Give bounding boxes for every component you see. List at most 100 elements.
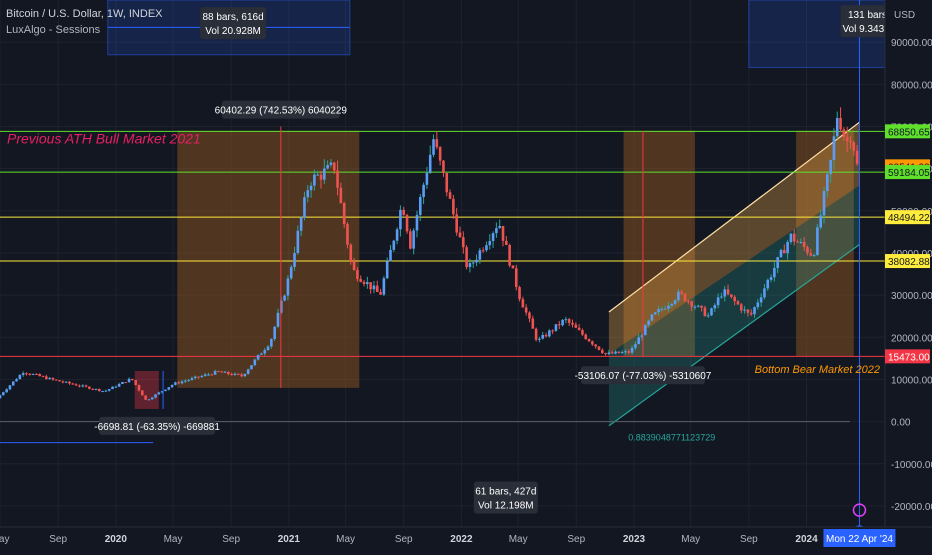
candle-body — [415, 214, 419, 231]
candle-body — [505, 240, 508, 245]
candle-body — [783, 249, 786, 254]
candle-body — [832, 136, 836, 161]
candle-body — [442, 160, 445, 173]
candle-body — [54, 379, 58, 381]
candle-body — [687, 300, 690, 302]
x-tick-label: Sep — [222, 534, 240, 545]
x-tick-label: May — [0, 534, 9, 545]
candle-body — [150, 397, 154, 400]
indicator-label[interactable]: LuxAlgo - Sessions — [6, 24, 101, 36]
candle-body — [667, 305, 670, 309]
candle-body — [306, 190, 310, 198]
y-tick-label: 80000.00 — [891, 80, 932, 91]
candle-body — [514, 268, 518, 288]
candle-body — [743, 309, 746, 311]
candle-body — [97, 388, 101, 392]
candle-body — [220, 371, 224, 373]
candle-body — [462, 237, 465, 248]
candle-body — [45, 376, 48, 380]
candle-body — [101, 390, 104, 392]
candle-body — [84, 385, 88, 387]
candle-body — [716, 297, 720, 306]
candle-body — [395, 229, 399, 241]
symbol-title[interactable]: Bitcoin / U.S. Dollar, 1W, INDEX — [6, 8, 163, 20]
level-tag-bg-3 — [885, 210, 930, 225]
candle-body — [184, 380, 187, 382]
candle-body — [495, 228, 498, 234]
candle-body — [111, 386, 114, 390]
candle-body — [607, 352, 611, 355]
candle-body — [412, 230, 415, 249]
x-tick-label: Sep — [395, 534, 413, 545]
x-tick-label: Sep — [740, 534, 758, 545]
candle-body — [792, 233, 796, 242]
candle-body — [448, 192, 452, 199]
candle-body — [435, 139, 439, 148]
range-top-label-line-0: 88 bars, 616d — [202, 12, 263, 23]
candle-body — [799, 241, 803, 243]
candle-body — [806, 247, 809, 254]
candle-body — [64, 381, 68, 383]
candle-body — [534, 328, 538, 340]
candle-body — [597, 346, 601, 350]
candle-body — [217, 371, 220, 373]
y-tick-label: 10000.00 — [891, 375, 932, 386]
candle-body — [670, 303, 674, 306]
level-tag-5: 15473.00 — [888, 352, 930, 363]
session-box-2 — [796, 130, 854, 357]
candle-body — [177, 382, 181, 384]
candle-body — [518, 287, 521, 300]
candle-body — [140, 390, 144, 396]
y-tick-label: 30000.00 — [891, 291, 932, 302]
candle-body — [544, 334, 548, 337]
currency-label[interactable]: USD — [894, 10, 915, 21]
measure-small-label-bg — [99, 416, 216, 435]
candle-body — [230, 374, 233, 376]
x-tick-label: May — [164, 534, 183, 545]
candle-body — [465, 247, 468, 268]
candle-body — [634, 344, 637, 348]
measure-down-label-bg — [580, 366, 705, 385]
range-top-label-bg — [200, 7, 267, 40]
candle-body — [610, 352, 614, 354]
level-tag-4: 38082.88 — [888, 257, 930, 268]
candle-body — [471, 262, 475, 264]
candle-body — [326, 164, 329, 169]
candle-body — [594, 344, 597, 347]
candle-body — [74, 384, 78, 386]
candle-body — [501, 225, 505, 241]
candle-body — [144, 395, 147, 400]
candle-body — [356, 270, 359, 279]
channel-upper-fill — [608, 122, 860, 355]
candle-body — [809, 253, 813, 256]
candle-body — [773, 268, 776, 278]
x-tick-label: 2024 — [795, 534, 818, 545]
candle-body — [78, 385, 81, 387]
range-bottom-label-line-0: 61 bars, 427d — [475, 486, 536, 497]
candle-body — [170, 384, 174, 388]
candle-body — [31, 374, 35, 376]
level-tag-2: 59184.05 — [888, 168, 930, 179]
candle-body — [733, 296, 736, 302]
candle-body — [210, 374, 214, 376]
candle-body — [286, 278, 290, 296]
candle-body — [521, 299, 525, 308]
candle-body — [756, 302, 760, 308]
candle-body — [445, 172, 449, 193]
candle-body — [746, 309, 750, 313]
channel-lower-line — [608, 244, 860, 427]
level-tag-0: 68850.65 — [888, 127, 930, 138]
candle-body — [653, 312, 657, 315]
candle-body — [644, 324, 647, 336]
x-tick-label: 2022 — [450, 534, 473, 545]
candle-body — [538, 338, 541, 340]
candle-body — [399, 209, 402, 230]
time-crosshair-tag-bg — [823, 529, 896, 547]
candle-body — [366, 282, 369, 285]
candle-body — [812, 254, 816, 256]
level-tag-3: 48494.22 — [888, 213, 930, 224]
candle-body — [0, 395, 2, 399]
candle-body — [524, 307, 528, 313]
